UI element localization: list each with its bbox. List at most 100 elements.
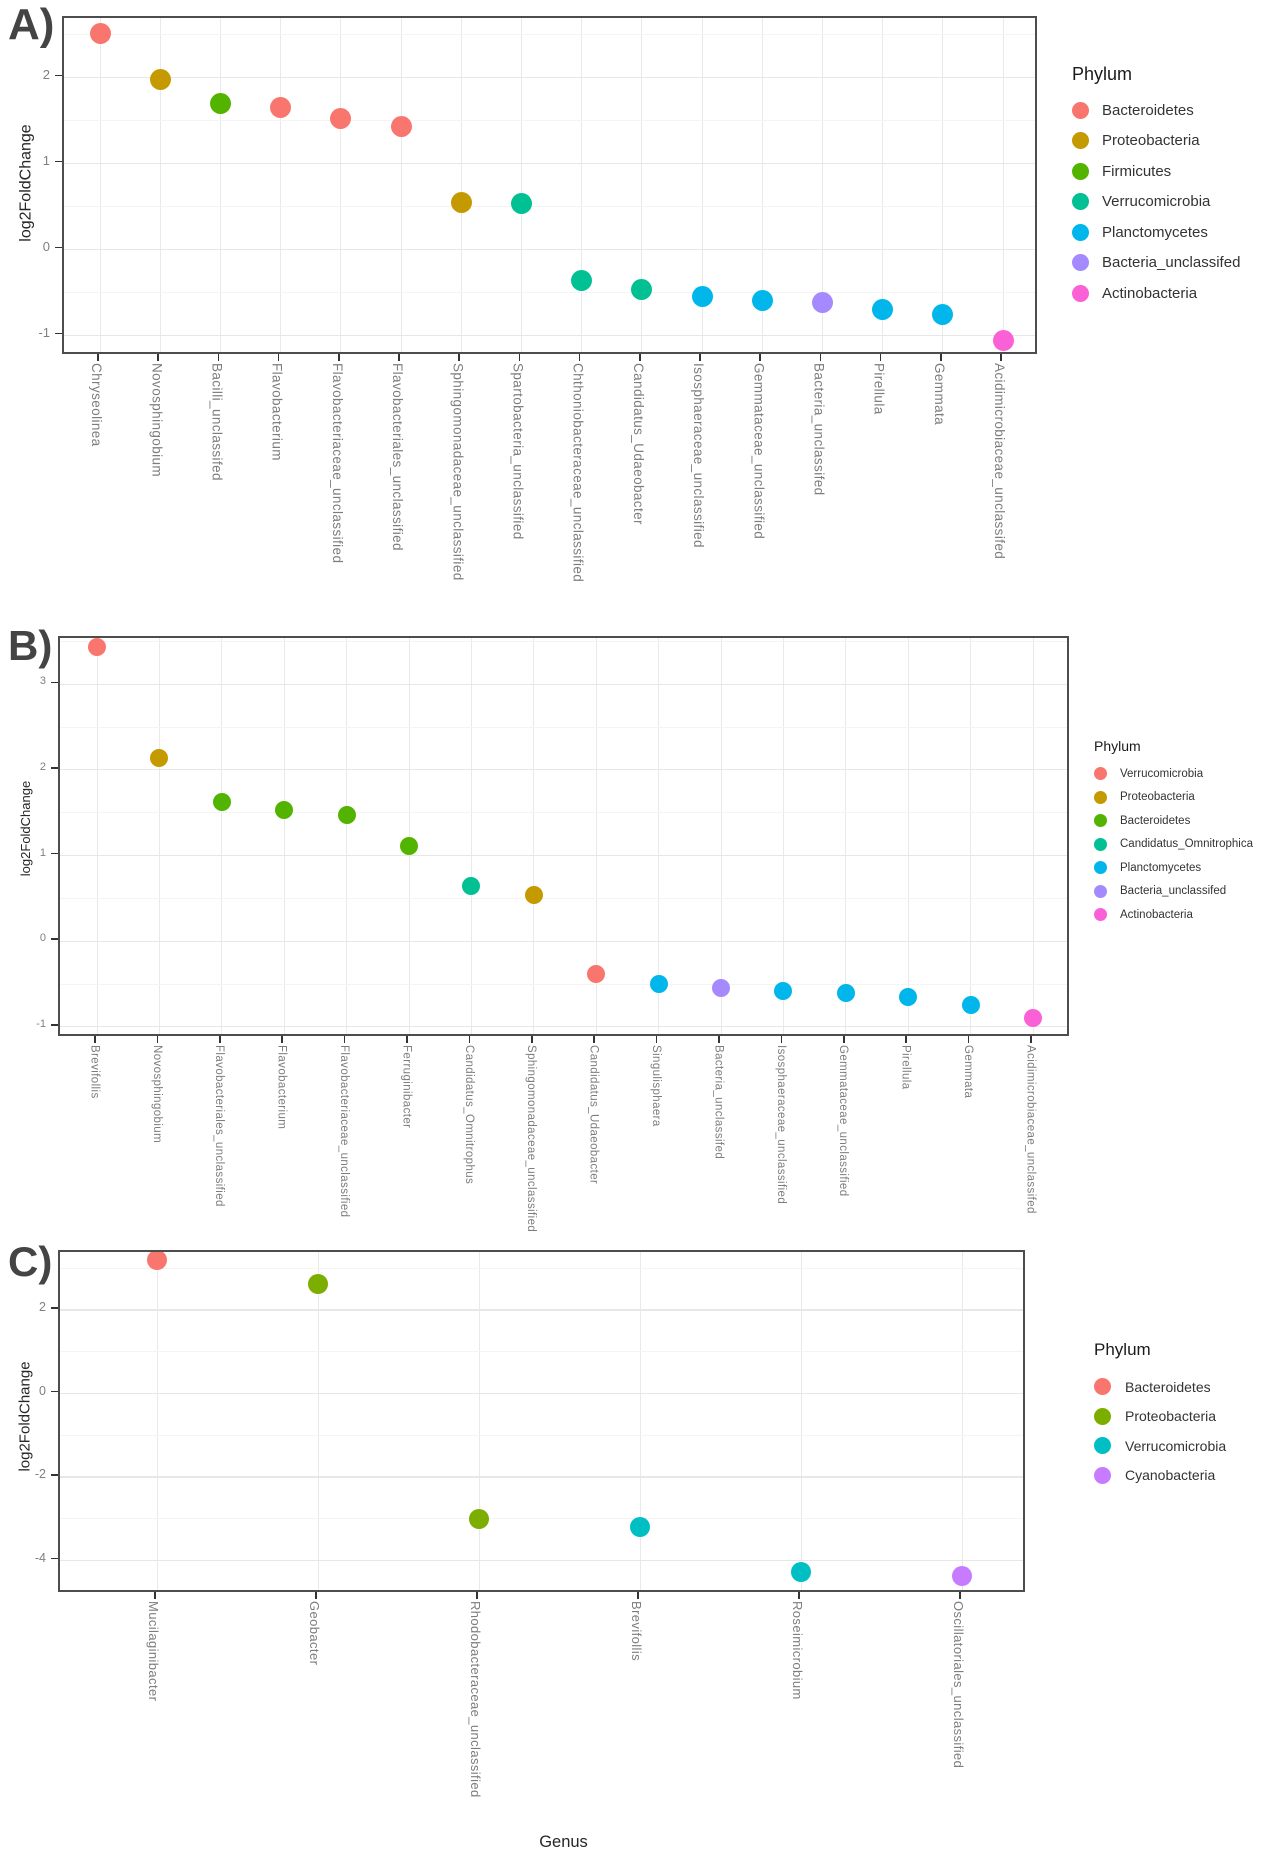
legend-key-dot: [1072, 193, 1089, 211]
data-point-bacilli_unclassifed: [209, 92, 231, 114]
x-tick-mark: [219, 1036, 221, 1043]
legend-item-candidatus_omnitrophica: Candidatus_Omnitrophica: [1094, 833, 1253, 857]
gridline-vertical: [720, 638, 722, 1034]
y-tick-mark: [55, 332, 62, 335]
x-tick-mark: [905, 1036, 907, 1043]
x-tick-mark: [468, 1036, 471, 1043]
y-tick-label: 0: [39, 1383, 46, 1398]
panel-c-y-axis-title-text: log2FoldChange: [16, 1360, 34, 1472]
legend-key-dot: [1072, 132, 1089, 150]
y-tick-label: 2: [42, 67, 50, 83]
panel-a-y-axis-title-text: log2FoldChange: [17, 124, 35, 242]
data-point-mucilaginibacter: [147, 1252, 167, 1270]
gridline-major: [60, 1309, 1023, 1311]
y-tick-mark: [55, 246, 62, 249]
gridline-major: [64, 162, 1035, 164]
y-tick-mark: [55, 74, 62, 77]
gridline-minor: [60, 812, 1067, 814]
gridline-vertical: [882, 18, 884, 352]
panel-c-legend: Phylum Bacteroidetes Proteobacteria Verruco…: [1094, 1340, 1226, 1490]
legend-key-dot: [1072, 223, 1089, 241]
x-tick-label: Flavobacterium: [275, 1045, 288, 1130]
data-point-brevifollis: [88, 638, 106, 656]
x-tick-label: Chryseolinea: [89, 363, 105, 447]
panel-b-y-axis-title-text: log2FoldChange: [18, 780, 34, 877]
gridline-vertical: [408, 638, 410, 1034]
gridline-minor: [64, 291, 1035, 293]
y-tick-mark: [51, 1390, 58, 1393]
data-point-acidimicrobiaceae_unclassifed: [1024, 1009, 1042, 1028]
gridline-vertical: [1002, 18, 1004, 352]
x-tick-label: Pirellula: [871, 363, 887, 415]
y-tick-label: 0: [42, 239, 50, 255]
panel-a-label: A): [8, 0, 55, 49]
x-tick-mark: [780, 1036, 783, 1043]
gridline-vertical: [800, 1252, 802, 1590]
legend-key-dot: [1094, 1437, 1111, 1455]
data-point-singulisphaera: [649, 975, 668, 994]
gridline-vertical: [340, 18, 342, 352]
x-tick-mark: [655, 1036, 658, 1043]
legend-label: Bacteroidetes: [1102, 101, 1194, 119]
gridline-vertical: [595, 638, 597, 1034]
legend-label: Proteobacteria: [1125, 1408, 1217, 1425]
legend-label: Proteobacteria: [1102, 132, 1200, 150]
legend-item-proteobacteria: Proteobacteria: [1072, 126, 1240, 157]
y-tick-label: 1: [39, 846, 46, 859]
gridline-major: [60, 1476, 1023, 1478]
x-tick-label: Chthoniobacteraceae_unclassified: [570, 363, 586, 583]
legend-key-dot: [1094, 908, 1107, 922]
x-tick-label: Brevifollis: [88, 1045, 101, 1099]
legend-label: Bacteroidetes: [1125, 1378, 1211, 1395]
y-tick-label: 1: [42, 153, 50, 169]
legend-key-dot: [1072, 101, 1089, 119]
x-tick-label: Gemmataceae_unclassified: [837, 1045, 850, 1197]
x-tick-mark: [157, 354, 159, 361]
legend-label: Planctomycetes: [1120, 861, 1202, 874]
data-point-flavobacterium: [275, 801, 294, 820]
legend-key-dot: [1072, 254, 1089, 272]
panel-c-label: C): [8, 1238, 53, 1285]
legend-label: Bacteroidetes: [1120, 814, 1191, 827]
x-tick-label: Bacteria_unclassifed: [811, 363, 827, 496]
data-point-gemmataceae_unclassified: [836, 984, 855, 1003]
x-tick-label: Flavobacteriales_unclassified: [390, 363, 406, 551]
data-point-spartobacteria_unclassified: [510, 193, 532, 215]
panel-a-legend: Phylum Bacteroidetes Proteobacteria Firmicu…: [1072, 64, 1240, 309]
gridline-major: [64, 76, 1035, 78]
data-point-isosphaeraceae_unclassified: [691, 286, 713, 308]
gridline-vertical: [761, 18, 763, 352]
y-tick-mark: [51, 1557, 58, 1560]
x-tick-label: Flavobacteriaceae_unclassified: [329, 363, 345, 564]
x-tick-label: Mucilaginibacter: [145, 1601, 161, 1702]
gridline-vertical: [533, 638, 535, 1034]
legend-label: Actinobacteria: [1120, 908, 1193, 921]
legend-label: Bacteria_unclassifed: [1120, 885, 1227, 898]
legend-item-cyanobacteria: Cyanobacteria: [1094, 1461, 1226, 1491]
legend-key-dot: [1072, 162, 1089, 180]
x-tick-label: Isosphaeraceae_unclassified: [691, 363, 707, 548]
legend-key-dot: [1094, 1466, 1111, 1484]
data-point-pirellula: [872, 299, 894, 321]
y-tick-label: -1: [36, 1017, 46, 1030]
gridline-vertical: [156, 1252, 158, 1590]
data-point-candidatus_udaeobacter: [587, 964, 606, 983]
y-tick-label: 2: [39, 1300, 46, 1315]
x-tick-mark: [217, 354, 220, 361]
panel-a-legend-title: Phylum: [1072, 64, 1133, 84]
legend-item-actinobacteria: Actinobacteria: [1094, 903, 1253, 927]
panel-b-legend-title: Phylum: [1094, 738, 1141, 754]
legend-key-dot: [1094, 1407, 1111, 1425]
legend-item-proteobacteria: Proteobacteria: [1094, 1402, 1226, 1432]
x-tick-mark: [97, 354, 99, 361]
x-tick-mark: [156, 1036, 159, 1043]
x-tick-label: Acidimicrobiaceae_unclassifed: [1024, 1045, 1037, 1214]
gridline-vertical: [782, 638, 784, 1034]
x-tick-mark: [798, 1592, 800, 1599]
gridline-minor: [60, 897, 1067, 899]
x-tick-label: Isosphaeraceae_unclassified: [774, 1045, 787, 1205]
legend-key-dot: [1094, 1378, 1111, 1396]
x-tick-label: Gemmataceae_unclassified: [751, 363, 767, 540]
legend-key-dot: [1094, 767, 1107, 781]
x-tick-mark: [343, 1036, 346, 1043]
